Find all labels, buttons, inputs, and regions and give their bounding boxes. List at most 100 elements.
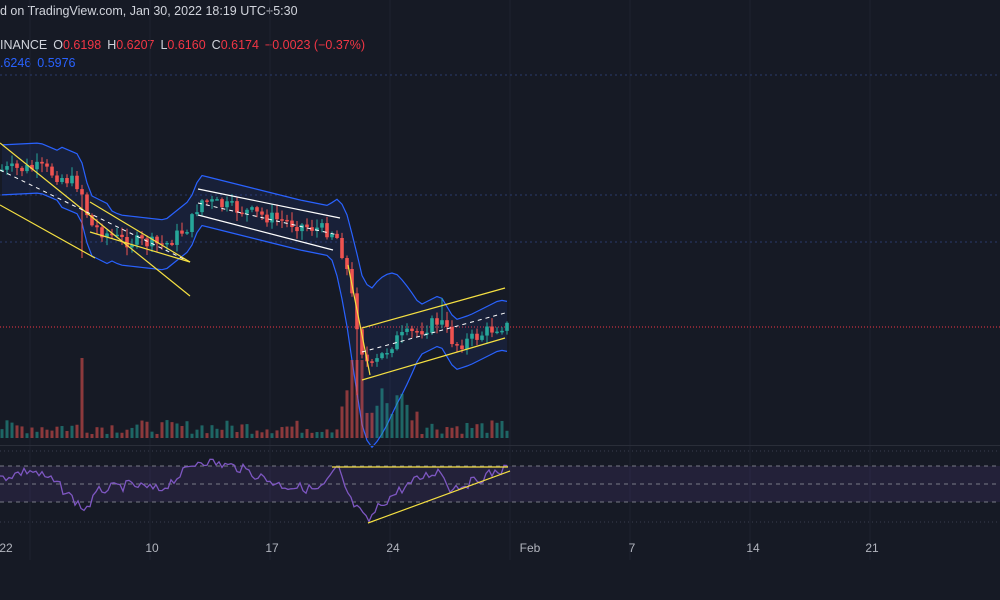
volume-bar <box>160 422 164 438</box>
candle-body <box>320 223 324 228</box>
high-label: H <box>107 38 117 52</box>
volume-bar <box>200 425 204 438</box>
rsi-line <box>0 458 508 524</box>
trendline-10 <box>361 337 506 381</box>
volume-bar <box>125 429 129 438</box>
candle-body <box>325 223 329 238</box>
candle-body <box>85 194 89 216</box>
trend-drawings <box>0 142 506 381</box>
candle-body <box>490 326 494 333</box>
volume-bar <box>25 433 29 438</box>
rsi-separator <box>0 445 1000 446</box>
volume-bar <box>340 406 344 438</box>
volume-bar <box>20 426 24 438</box>
candle-body <box>475 333 479 340</box>
candle-body <box>55 175 59 183</box>
volume-bar <box>150 431 154 438</box>
volume-bar <box>390 414 394 438</box>
volume-bar <box>115 432 119 438</box>
candle-body <box>205 200 209 202</box>
x-tick-label: 21 <box>865 541 879 555</box>
volume-bar <box>155 433 159 438</box>
candle-body <box>115 234 119 237</box>
candle-body <box>330 233 334 238</box>
trendline-8 <box>347 264 371 376</box>
trendline-11 <box>361 312 506 353</box>
candle-body <box>245 209 249 214</box>
candle-body <box>455 344 459 346</box>
candle-body <box>385 352 389 355</box>
bollinger-bands <box>1 142 508 449</box>
candle-body <box>440 320 444 325</box>
volume-bar <box>255 430 259 438</box>
volume-bar <box>50 430 54 438</box>
volume-bar <box>470 427 474 438</box>
candle-body <box>215 199 219 201</box>
volume-bar <box>330 432 334 438</box>
candle-body <box>185 232 189 234</box>
volume-bar <box>90 433 94 438</box>
volume-bar <box>105 433 109 438</box>
volume-bar <box>325 429 329 438</box>
trendline-9 <box>361 287 506 329</box>
candle-body <box>235 201 239 213</box>
x-tick-label: 7 <box>629 541 636 555</box>
candle-body <box>175 230 179 245</box>
candle-body <box>445 320 449 327</box>
volume-bar <box>475 424 479 438</box>
volume-bar <box>140 420 144 438</box>
volume-bar <box>365 412 369 438</box>
volume-bar <box>260 432 264 438</box>
candle-body <box>400 331 404 336</box>
candle-body <box>405 328 409 332</box>
low-value: 0.6160 <box>167 38 206 52</box>
volume-bar <box>270 433 274 438</box>
candle-body <box>40 161 44 164</box>
candle-body <box>190 214 194 233</box>
volume-bars <box>0 358 509 438</box>
volume-bar <box>235 431 239 438</box>
volume-bar <box>65 430 69 438</box>
volume-bar <box>285 426 289 438</box>
volume-bar <box>320 431 324 438</box>
volume-bar <box>490 420 494 438</box>
volume-bar <box>230 425 234 438</box>
candle-body <box>60 178 64 183</box>
candle-body <box>275 212 279 220</box>
candle-body <box>210 199 214 202</box>
candle-body <box>80 189 84 195</box>
volume-bar <box>420 433 424 438</box>
candle-body <box>140 235 144 239</box>
x-tick-label: 24 <box>386 541 400 555</box>
candle-body <box>435 318 439 325</box>
close-label: C <box>211 38 221 52</box>
volume-bar <box>385 403 389 438</box>
volume-bar <box>80 358 84 438</box>
volume-bar <box>10 422 14 438</box>
candle-body <box>5 166 9 170</box>
volume-bar <box>75 424 79 438</box>
candle-body <box>135 235 139 245</box>
candle-body <box>75 175 79 190</box>
volume-bar <box>95 427 99 438</box>
candle-body <box>125 237 129 248</box>
candle-body <box>240 212 244 215</box>
candle-body <box>170 242 174 245</box>
volume-bar <box>495 422 499 438</box>
volume-bar <box>190 433 194 438</box>
candle-body <box>165 242 169 245</box>
x-tick-label: 14 <box>746 541 760 555</box>
volume-bar <box>335 429 339 438</box>
change-value: −0.0023 (−0.37%) <box>264 38 365 52</box>
candle-body <box>260 211 264 215</box>
volume-bar <box>110 425 114 438</box>
volume-bar <box>355 360 359 438</box>
candle-body <box>225 201 229 208</box>
volume-bar <box>435 429 439 438</box>
trendline-2 <box>0 169 191 263</box>
open-value: 0.6198 <box>62 38 102 52</box>
candle-body <box>470 333 474 339</box>
candle-body <box>430 318 434 333</box>
candle-body <box>425 332 429 335</box>
